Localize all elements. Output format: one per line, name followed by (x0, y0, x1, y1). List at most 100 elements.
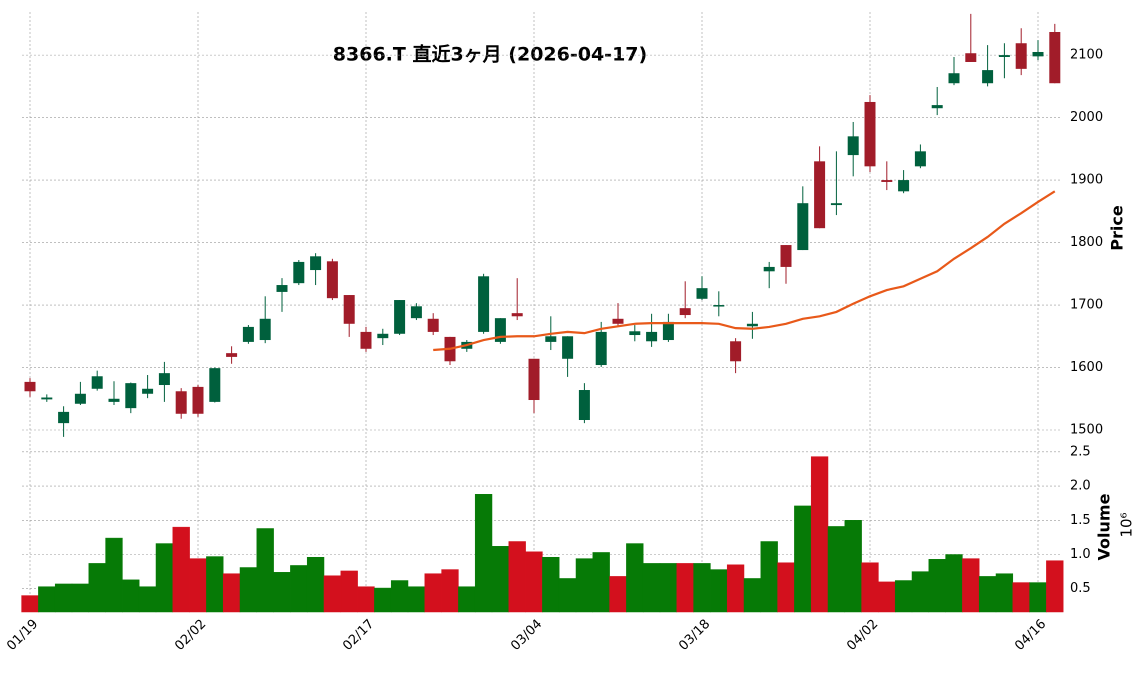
candle-body (293, 261, 305, 284)
x-tick-label: 02/02 (172, 617, 209, 654)
candle-body (662, 321, 674, 341)
volume-bar (911, 571, 930, 613)
volume-tick-label: 1.5 (1070, 513, 1091, 528)
volume-bar (676, 563, 694, 613)
candle-body (242, 326, 254, 342)
candle-body (780, 245, 792, 267)
candle-body (562, 336, 574, 359)
candle-body (74, 393, 86, 404)
volume-bar (441, 569, 459, 613)
candle-body (427, 318, 439, 332)
volume-bar (407, 586, 426, 613)
volume-bar (239, 567, 258, 613)
candle-body (847, 136, 859, 156)
volume-bar (390, 580, 409, 613)
candle-body (629, 331, 641, 336)
candle-body (91, 376, 103, 389)
volume-bar (38, 586, 56, 613)
volume-bar (222, 573, 241, 613)
volume-bar (508, 541, 526, 613)
candle-body (276, 285, 288, 292)
x-tick-label: 01/19 (4, 617, 41, 654)
volume-bar (642, 563, 661, 613)
volume-bar (525, 551, 543, 613)
volume-bar (138, 586, 157, 613)
volume-bar (693, 563, 711, 613)
candle-body (814, 161, 826, 229)
volume-bar (659, 563, 678, 613)
volume-bar (71, 583, 90, 613)
volume-bar (794, 505, 812, 613)
volume-tick-label: 1.0 (1070, 547, 1091, 562)
candle-body (142, 388, 154, 394)
x-tick-label: 04/02 (844, 617, 881, 654)
candle-body (998, 55, 1010, 57)
candle-body (646, 331, 658, 342)
volume-bar (374, 587, 392, 613)
candle-body (612, 318, 624, 324)
candle-body (41, 397, 53, 400)
y-tick-label: 1700 (1070, 298, 1103, 313)
volume-bar (172, 526, 190, 613)
candle-body (226, 353, 238, 357)
volume-bar (995, 573, 1014, 613)
volume-bar (88, 563, 106, 613)
candle-body (898, 180, 910, 192)
volume-bar (1046, 560, 1064, 613)
volume-bar (978, 576, 997, 613)
candle-body (343, 295, 355, 324)
candle-body (1049, 31, 1061, 84)
candle-body (1015, 43, 1027, 69)
chart-title: 8366.T 直近3ヶ月 (2026-04-17) (333, 43, 647, 66)
volume-bar (273, 572, 291, 613)
x-tick-label: 04/16 (1012, 617, 1049, 654)
volume-bar (1012, 582, 1030, 613)
volume-bar (810, 456, 829, 613)
candle-body (494, 318, 506, 342)
candle-body (478, 276, 490, 332)
volume-bar (962, 558, 980, 613)
candle-body (931, 105, 943, 109)
volume-bar (760, 541, 778, 613)
y-tick-label: 2000 (1070, 110, 1103, 125)
volume-bar (290, 565, 308, 613)
volume-bar (491, 546, 510, 613)
volume-bar (844, 520, 862, 613)
volume-bar (878, 581, 896, 613)
volume-bar (306, 556, 325, 613)
volume-bar (1029, 582, 1047, 613)
volume-bar (206, 556, 224, 613)
candle-body (746, 323, 758, 327)
candle-body (360, 331, 372, 349)
candle-body (209, 368, 221, 402)
volume-bar (726, 564, 745, 613)
candle-body (377, 333, 389, 339)
volume-bar (323, 575, 342, 613)
candle-body (713, 305, 725, 307)
volume-tick-label: 2.0 (1070, 479, 1091, 494)
candle-body (158, 373, 170, 386)
y-tick-label: 1800 (1070, 235, 1103, 250)
candle-body (948, 73, 960, 84)
volume-bar (710, 569, 728, 613)
candle-body (797, 203, 809, 251)
candle-body (881, 180, 893, 182)
x-tick-label: 03/04 (508, 617, 545, 654)
candle-body (763, 266, 775, 272)
volume-bar (558, 578, 577, 613)
candle-body (175, 391, 187, 414)
volume-bar (474, 494, 493, 613)
y-tick-label: 1900 (1070, 173, 1103, 188)
volume-bar (122, 579, 140, 613)
candle-body (545, 336, 557, 342)
volume-bar (21, 595, 39, 613)
candle-body (982, 70, 994, 84)
candle-body (730, 341, 742, 362)
candle-body (108, 398, 120, 402)
volume-bar (54, 583, 73, 613)
volume-axis-label: Volume (1095, 493, 1114, 560)
y-tick-label: 1500 (1070, 423, 1103, 438)
volume-bar (542, 556, 560, 613)
y-tick-label: 2100 (1070, 48, 1103, 63)
